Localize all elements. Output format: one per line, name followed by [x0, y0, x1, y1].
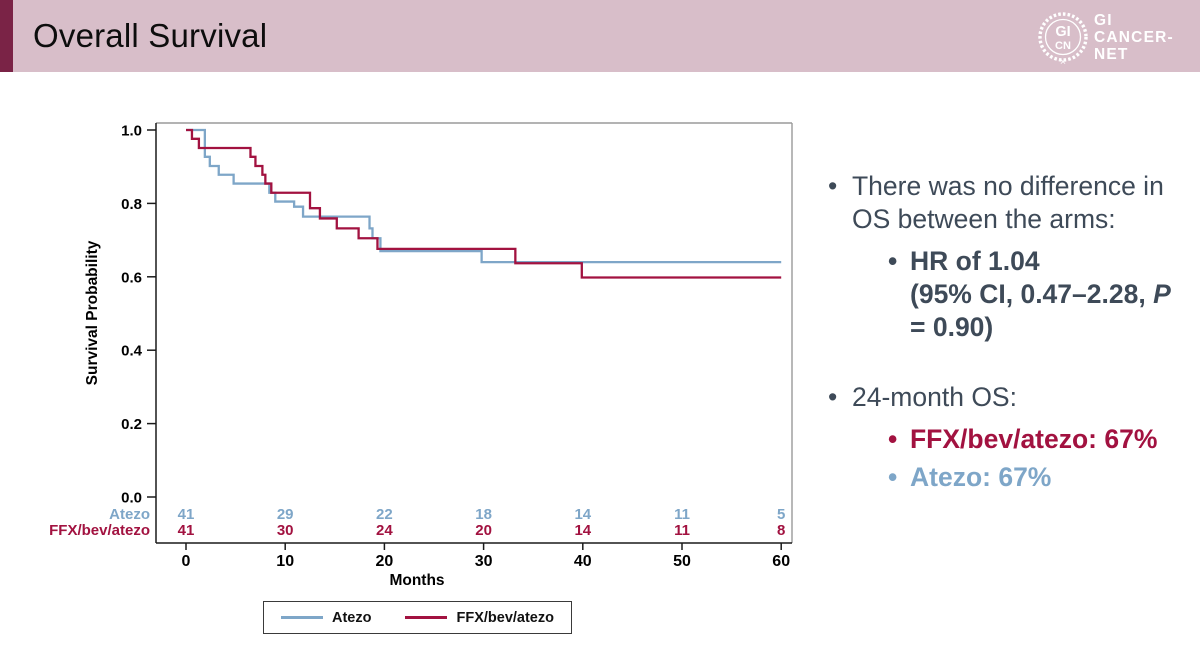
bullet-icon: •	[828, 171, 838, 201]
at-risk-count: 20	[475, 522, 492, 539]
svg-text:0.2: 0.2	[121, 416, 142, 433]
wordmark-line-1: GI	[1094, 12, 1113, 29]
at-risk-count: 30	[277, 522, 294, 539]
at-risk-count: 11	[674, 522, 690, 539]
survival-curve-atezo	[186, 128, 782, 264]
at-risk-count: 24	[376, 522, 393, 539]
bullet-os-atezo: • Atezo: 67%	[888, 461, 1196, 494]
at-risk-count: 41	[178, 506, 195, 523]
at-risk-count: 8	[777, 522, 785, 539]
bullet-no-difference-text: There was no difference in OS between th…	[852, 171, 1164, 234]
x-axis: 0 10 20 30 40 50 60	[182, 543, 790, 570]
at-risk-row-label: Atezo	[109, 506, 150, 523]
plot-frame	[155, 122, 793, 544]
header-bar: Overall Survival GI CN ✕ GI CANCER- NET	[0, 0, 1200, 72]
svg-text:1.0: 1.0	[121, 123, 142, 140]
svg-text:30: 30	[475, 553, 493, 570]
at-risk-row-label: FFX/bev/atezo	[49, 522, 150, 539]
svg-text:60: 60	[772, 553, 790, 570]
wordmark-line-3: NET	[1094, 46, 1129, 63]
hr-line-2: (95% CI, 0.47–2.28,	[910, 279, 1154, 309]
bullet-os-ffx: • FFX/bev/atezo: 67%	[888, 423, 1196, 456]
svg-text:40: 40	[574, 553, 592, 570]
laurel-seal-icon	[1038, 12, 1088, 62]
at-risk-count: 29	[277, 506, 294, 523]
at-risk-count: 18	[475, 506, 492, 523]
bullet-icon: •	[888, 246, 898, 276]
at-risk-count: 41	[178, 522, 195, 539]
svg-text:0.8: 0.8	[121, 196, 142, 213]
svg-text:Survival Probability: Survival Probability	[84, 240, 101, 385]
at-risk-count: 22	[376, 506, 393, 523]
chart-legend: Atezo FFX/bev/atezo	[263, 601, 572, 634]
page-title: Overall Survival	[33, 17, 268, 54]
x-axis-label: Months	[389, 572, 444, 589]
legend-item-atezo: Atezo	[281, 610, 371, 626]
svg-text:50: 50	[673, 553, 691, 570]
hr-line-3: = 0.90)	[910, 312, 994, 342]
survival-curve-ffx-bev-atezo	[186, 128, 782, 279]
os-ffx-text: FFX/bev/atezo: 67%	[910, 424, 1158, 454]
bullet-icon: •	[888, 424, 898, 454]
at-risk-count: 11	[674, 506, 690, 523]
at-risk-count: 5	[777, 506, 785, 523]
svg-text:0.6: 0.6	[121, 269, 142, 286]
bullet-24-month-os-text: 24-month OS:	[852, 382, 1017, 412]
svg-text:0: 0	[182, 553, 191, 570]
bullet-icon: •	[828, 382, 838, 412]
y-axis-label: Survival Probability	[84, 240, 101, 385]
os-atezo-text: Atezo: 67%	[910, 462, 1052, 492]
at-risk-count: 14	[574, 522, 591, 539]
wordmark-line-2: CANCER-	[1094, 29, 1174, 46]
accent-bar	[0, 0, 13, 72]
spacer	[828, 344, 1196, 381]
seal-text-cn: CN	[1055, 40, 1071, 52]
seal-star-icon: ✕	[1060, 58, 1067, 67]
svg-text:0.4: 0.4	[121, 343, 143, 360]
bullet-icon: •	[888, 462, 898, 492]
bullet-no-difference: • There was no difference in OS between …	[828, 170, 1196, 236]
at-risk-count: 14	[574, 506, 591, 523]
hazard-ratio-text: HR of 1.04 (95% CI, 0.47–2.28, P = 0.90)	[910, 245, 1171, 344]
summary-panel: • There was no difference in OS between …	[828, 170, 1196, 494]
seal-text-gi: GI	[1055, 24, 1070, 40]
gi-cancer-net-logo: GI CN ✕ GI CANCER- NET	[1038, 12, 1174, 67]
y-axis: 1.0 0.8 0.6 0.4 0.2 0.0	[121, 123, 156, 507]
p-value-symbol: P	[1153, 279, 1171, 309]
legend-item-ffx: FFX/bev/atezo	[405, 610, 554, 626]
svg-text:20: 20	[376, 553, 394, 570]
bullet-24-month-os: • 24-month OS:	[828, 381, 1196, 414]
at-risk-table: Atezo 41 29 22 18 14 11 5 FFX/bev/atezo 41 30 24 20 1…	[49, 506, 785, 539]
svg-text:10: 10	[276, 553, 294, 570]
hr-line-1: HR of 1.04	[910, 246, 1040, 276]
ffx-line-swatch	[405, 616, 448, 619]
atezo-line-swatch	[281, 616, 323, 619]
bullet-hazard-ratio: • HR of 1.04 (95% CI, 0.47–2.28, P = 0.9…	[888, 245, 1196, 344]
svg-text:Months: Months	[389, 572, 444, 589]
legend-label-ffx: FFX/bev/atezo	[456, 609, 554, 626]
svg-text:0.0: 0.0	[121, 490, 142, 507]
legend-label-atezo: Atezo	[332, 609, 372, 626]
